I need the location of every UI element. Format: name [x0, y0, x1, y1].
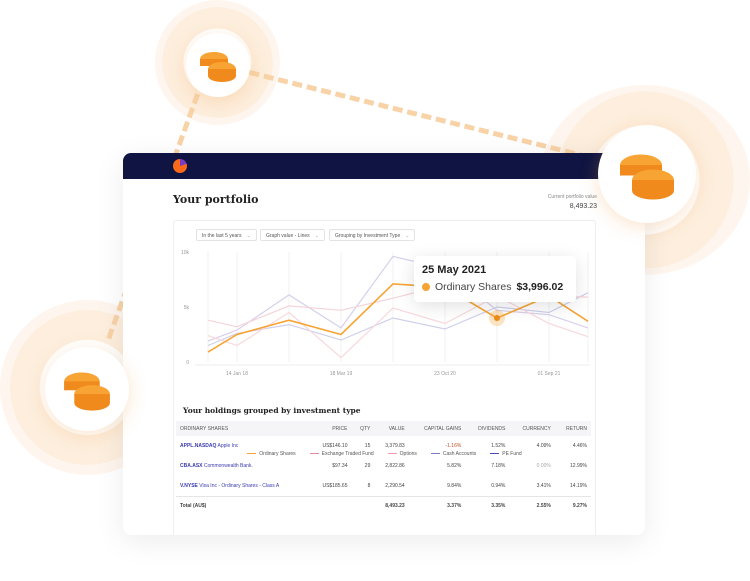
return-cell: 4.46% — [572, 443, 587, 449]
legend-swatch — [387, 452, 397, 455]
holding-name[interactable]: Visa Inc - Ordinary Shares - Class A — [199, 482, 280, 489]
ticker-link[interactable]: CBA.ASX — [180, 463, 203, 469]
chart-legend: Ordinary Shares Exchange Traded Fund Optio… — [174, 451, 595, 457]
chart-panel: In the last 5 years Graph value - Lines … — [173, 220, 596, 535]
gains-cell: 5.82% — [447, 463, 462, 469]
empty-cell — [310, 495, 352, 515]
price-cell: US$146.10 — [322, 443, 348, 449]
coins-icon — [200, 52, 236, 82]
coins-icon — [620, 154, 674, 200]
page-title: Your portfolio — [173, 193, 259, 206]
qty-cell: 15 — [364, 443, 371, 449]
legend-item[interactable]: Exchange Traded Fund — [309, 451, 374, 457]
total-currency: 2.55% — [509, 495, 555, 515]
table-row[interactable]: APPL.NASDAQ Apple Inc US$146.10 15 3,379.83… — [176, 436, 591, 456]
column-header[interactable]: CURRENCY — [509, 421, 555, 436]
legend-item[interactable]: Cash Accounts — [430, 451, 477, 457]
portfolio-value: 8,493.23 — [569, 203, 597, 210]
coin-bubble — [45, 347, 129, 431]
graph-value-dropdown[interactable]: Graph value - Lines — [260, 229, 325, 241]
legend-swatch — [430, 452, 440, 455]
column-header[interactable]: QTY — [351, 421, 375, 436]
table-row[interactable]: V.NYSE Visa Inc - Ordinary Shares - Clas… — [176, 476, 591, 496]
value-cell: 3,379.83 — [385, 443, 405, 449]
legend-item[interactable]: Options — [387, 451, 417, 457]
empty-cell — [351, 495, 375, 515]
total-dividends: 3.35% — [465, 495, 510, 515]
column-header[interactable]: VALUE — [374, 421, 409, 436]
decor-dash — [248, 70, 590, 160]
price-cell: US$185.65 — [322, 482, 348, 489]
legend-item[interactable]: Ordinary Shares — [247, 451, 296, 457]
total-value: 8,493.23 — [374, 495, 409, 515]
currency-cell: 4.09% — [536, 443, 551, 449]
ticker-link[interactable]: V.NYSE — [180, 482, 198, 489]
dividends-cell: 0.94% — [491, 482, 506, 489]
coins-icon — [64, 372, 110, 411]
app-window: Your portfolio Current portfolio value 8… — [123, 153, 645, 535]
value-cell: 2,822.86 — [385, 463, 405, 469]
legend-label: PE Fund — [502, 451, 522, 457]
table-row[interactable]: CBA.ASX Commonwealth Bank. $97.34 29 2,822.… — [176, 456, 591, 476]
series-dot-icon — [422, 283, 430, 291]
total-row: Total (AU$) 8,493.23 3.37% 3.35% 2.55% 9.27% — [176, 495, 591, 515]
legend-label: Exchange Traded Fund — [321, 451, 374, 457]
gains-cell: -1.16% — [445, 443, 462, 449]
legend-label: Ordinary Shares — [259, 451, 296, 457]
coin-bubble — [186, 33, 250, 97]
holding-name[interactable]: Apple Inc — [217, 443, 239, 449]
ticker-link[interactable]: APPL.NASDAQ — [180, 443, 217, 449]
legend-label: Cash Accounts — [442, 451, 477, 457]
legend-label: Options — [399, 451, 417, 457]
column-header[interactable]: RETURN — [554, 421, 591, 436]
return-cell: 14.19% — [570, 482, 587, 489]
column-header[interactable]: CAPITAL GAINS — [408, 421, 466, 436]
legend-swatch — [247, 452, 257, 455]
currency-cell: 3.41% — [536, 482, 551, 489]
legend-item[interactable]: PE Fund — [490, 451, 522, 457]
price-cell: $97.34 — [332, 463, 348, 469]
holding-cell: CBA.ASX Commonwealth Bank. — [176, 456, 310, 476]
holdings-table: ORDINARY SHARES PRICE QTY VALUE CAPITAL GAIN… — [176, 421, 591, 515]
grouping-dropdown[interactable]: Grouping by Investment Type — [329, 229, 416, 241]
currency-cell: 0.00% — [536, 463, 551, 469]
qty-cell: 29 — [364, 463, 371, 469]
qty-cell: 8 — [367, 482, 371, 489]
holding-name[interactable]: Commonwealth Bank. — [203, 463, 253, 469]
total-return: 9.27% — [554, 495, 591, 515]
column-header[interactable]: PRICE — [310, 421, 352, 436]
holding-cell: APPL.NASDAQ Apple Inc — [176, 436, 310, 456]
tooltip-value: $3,996.02 — [516, 281, 564, 293]
column-header[interactable]: DIVIDENDS — [465, 421, 510, 436]
column-header[interactable]: ORDINARY SHARES — [176, 421, 311, 436]
dividends-cell: 1.52% — [491, 443, 506, 449]
holdings-title: Your holdings grouped by investment type — [183, 406, 361, 415]
period-dropdown[interactable]: In the last 5 years — [196, 229, 257, 241]
legend-swatch — [490, 452, 500, 455]
portfolio-value-label: Current portfolio value — [547, 194, 597, 200]
chart-tooltip: 25 May 2021 Ordinary Shares $3,996.02 — [414, 256, 576, 302]
coin-bubble — [598, 125, 696, 223]
total-gains: 3.37% — [408, 495, 466, 515]
tooltip-date: 25 May 2021 — [422, 264, 487, 276]
gains-cell: 9.84% — [447, 482, 462, 489]
return-cell: 12.99% — [570, 463, 587, 469]
legend-swatch — [309, 452, 319, 455]
value-cell: 2,290.54 — [385, 482, 405, 489]
top-bar — [123, 153, 645, 179]
logo[interactable] — [173, 159, 187, 173]
tooltip-series: Ordinary Shares — [435, 281, 512, 293]
total-label: Total (AU$) — [176, 495, 311, 515]
dividends-cell: 7.18% — [491, 463, 506, 469]
holding-cell: V.NYSE Visa Inc - Ordinary Shares - Clas… — [176, 476, 310, 496]
